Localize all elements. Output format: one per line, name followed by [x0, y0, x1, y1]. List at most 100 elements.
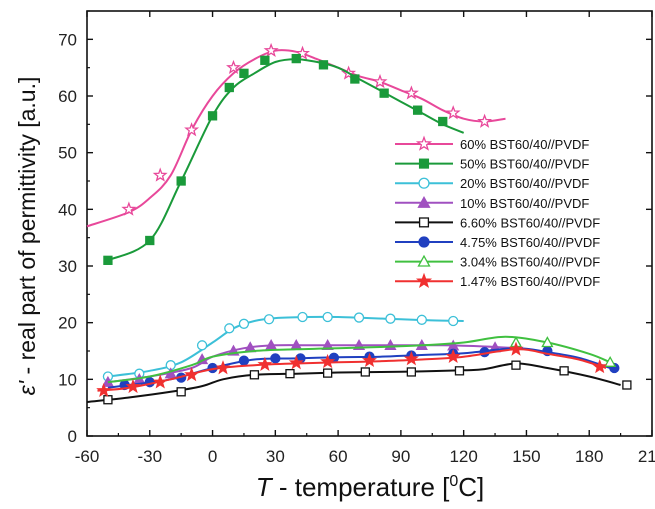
data-point — [176, 387, 186, 397]
x-tick-label: 120 — [449, 447, 477, 466]
data-point — [288, 354, 304, 370]
data-point — [508, 341, 524, 356]
series-8 — [96, 341, 608, 397]
data-point — [125, 378, 141, 394]
data-point — [406, 367, 417, 377]
data-point — [385, 313, 396, 324]
data-point — [184, 366, 200, 382]
legend-item: 20% BST60/40//PVDF — [395, 176, 589, 191]
series-line — [107, 315, 464, 378]
legend-label: 4.75% BST60/40//PVDF — [460, 235, 600, 250]
data-point — [418, 177, 430, 189]
data-point — [379, 88, 389, 98]
data-point — [412, 105, 423, 115]
y-tick-label: 40 — [58, 200, 77, 219]
legend: 60% BST60/40//PVDF 50% BST60/40//PVDF 20% … — [395, 135, 600, 289]
x-tick-label: 90 — [391, 447, 410, 466]
data-point — [418, 217, 430, 228]
series-3 — [102, 311, 464, 382]
data-point — [417, 254, 431, 267]
x-tick-label: 210 — [638, 447, 655, 466]
data-point — [541, 336, 554, 348]
data-point — [372, 73, 388, 89]
data-point — [145, 235, 155, 246]
series-7 — [107, 335, 617, 384]
y-tick-label: 70 — [58, 30, 77, 49]
data-point — [320, 353, 336, 369]
legend-label: 10% BST60/40//PVDF — [460, 196, 589, 211]
data-point — [184, 122, 200, 137]
data-point — [417, 195, 431, 208]
x-tick-label: 30 — [266, 447, 285, 466]
data-point — [96, 382, 112, 397]
data-point — [322, 368, 333, 378]
data-point — [448, 315, 459, 327]
data-point — [511, 360, 521, 370]
data-point — [297, 311, 308, 323]
series-layer — [86, 42, 632, 405]
data-point — [270, 353, 281, 364]
legend-label: 3.04% BST60/40//PVDF — [460, 255, 600, 270]
x-axis-title: T - temperature [0C] — [256, 472, 485, 502]
legend-item: 6.60% BST60/40//PVDF — [395, 215, 600, 230]
y-axis-title: ε' - real part of permittivity [a.u.] — [14, 77, 40, 396]
legend-item: 3.04% BST60/40//PVDF — [395, 255, 600, 270]
data-point — [239, 68, 249, 78]
data-point — [415, 135, 433, 151]
x-tick-label: 60 — [329, 447, 348, 466]
x-tick-label: 0 — [208, 447, 217, 466]
data-point — [318, 60, 329, 70]
y-tick-label: 20 — [58, 314, 77, 333]
series-line — [86, 49, 506, 228]
data-point — [416, 314, 427, 325]
legend-label: 6.60% BST60/40//PVDF — [460, 215, 600, 230]
series-line — [107, 335, 611, 384]
data-point — [238, 355, 250, 366]
data-point — [263, 314, 275, 325]
data-point — [260, 55, 270, 65]
legend-item: 4.75% BST60/40//PVDF — [395, 235, 600, 250]
data-point — [215, 360, 231, 375]
data-point — [103, 395, 113, 405]
data-point — [604, 355, 617, 367]
x-tick-label: -60 — [75, 447, 100, 466]
data-point — [403, 85, 419, 100]
data-point — [445, 105, 461, 120]
legend-label: 60% BST60/40//PVDF — [460, 137, 589, 152]
data-point — [285, 369, 295, 379]
legend-item: 10% BST60/40//PVDF — [395, 196, 589, 211]
y-tick-label: 50 — [58, 144, 77, 163]
data-point — [257, 356, 273, 372]
data-point — [592, 359, 608, 374]
data-point — [360, 367, 370, 377]
data-point — [362, 352, 377, 367]
data-point — [559, 366, 569, 376]
series-2 — [103, 53, 465, 265]
data-point — [445, 348, 461, 363]
series-line — [107, 58, 465, 262]
data-point — [249, 370, 260, 380]
legend-label: 50% BST60/40//PVDF — [460, 157, 589, 172]
series-line — [86, 362, 621, 403]
data-point — [415, 272, 433, 288]
data-point — [438, 116, 448, 127]
data-point — [263, 42, 279, 58]
data-point — [350, 74, 360, 84]
legend-label: 1.47% BST60/40//PVDF — [460, 274, 600, 289]
y-tick-label: 10 — [58, 370, 77, 389]
series-line — [97, 348, 607, 392]
data-point — [152, 374, 168, 389]
data-point — [152, 167, 168, 182]
series-5 — [86, 360, 632, 405]
data-point — [121, 201, 137, 216]
data-point — [103, 255, 113, 265]
x-tick-label: 180 — [575, 447, 603, 466]
y-tick-label: 60 — [58, 87, 77, 106]
data-point — [403, 350, 419, 366]
data-point — [238, 318, 250, 329]
data-point — [454, 366, 465, 376]
data-point — [295, 45, 310, 60]
data-point — [353, 312, 365, 323]
data-point — [418, 236, 430, 248]
